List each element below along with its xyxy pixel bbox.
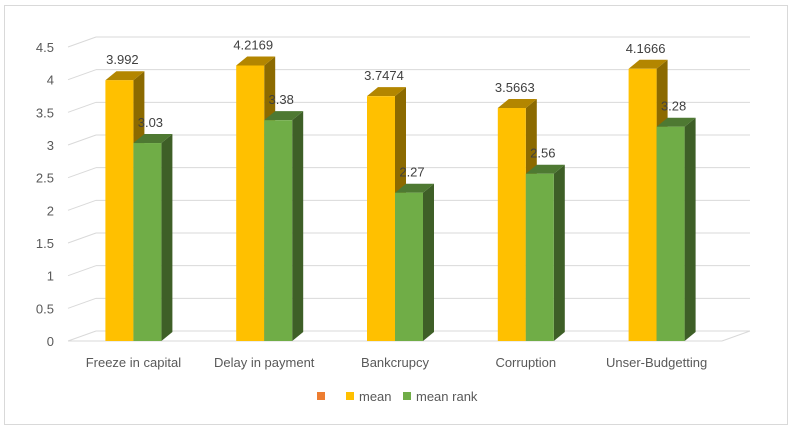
bar: [133, 134, 173, 341]
legend-swatch: [317, 392, 325, 400]
floor-edge: [721, 330, 751, 342]
y-tick-label: 4: [47, 73, 54, 88]
data-label: 3.992: [106, 52, 139, 67]
gridline-slant: [67, 69, 97, 81]
bar-top: [367, 87, 406, 97]
bar-top: [236, 56, 276, 66]
data-labels: 3.992 3.03 4.2169 3.38 3.7474 2.27 3.5663 2.56 4…: [106, 37, 686, 179]
bar-front: [236, 65, 265, 342]
legend-swatch: [403, 392, 411, 400]
y-tick-label: 2.5: [36, 171, 54, 186]
gridline-slant: [67, 199, 97, 211]
bar-top: [264, 111, 304, 121]
bar-top: [497, 99, 537, 109]
bar-front: [525, 173, 554, 341]
bar: [264, 111, 304, 341]
bar-top: [105, 71, 145, 81]
bar-side: [423, 183, 434, 341]
data-label: 3.7474: [364, 68, 404, 83]
bars: [105, 56, 696, 342]
legend-label: mean: [359, 389, 392, 404]
x-tick-label: Freeze in capital: [86, 355, 181, 370]
bar-front: [656, 126, 685, 341]
y-tick-label: 1: [47, 269, 54, 284]
gridline-slant: [67, 167, 97, 179]
legend: mean mean rank: [317, 389, 478, 404]
data-label: 3.03: [138, 115, 163, 130]
bar-front: [628, 68, 657, 341]
gridline-slant: [67, 232, 97, 244]
gridline-slant: [67, 36, 97, 48]
bar-top: [395, 183, 434, 193]
data-label: 3.28: [661, 99, 686, 114]
bar: [395, 183, 434, 341]
bar: [525, 164, 565, 341]
gridline-slant: [67, 330, 97, 342]
bar-side: [553, 164, 565, 341]
y-tick-label: 3.5: [36, 105, 54, 120]
gridline-slant: [67, 297, 97, 309]
bar-front: [367, 96, 395, 342]
bar-front: [497, 108, 526, 341]
x-tick-label: Bankcrupcy: [361, 355, 429, 370]
data-label: 2.27: [399, 165, 424, 180]
bar-side: [292, 111, 304, 341]
y-tick-label: 3: [47, 138, 54, 153]
bar-front: [133, 143, 162, 341]
bar-top: [133, 134, 173, 144]
x-tick-label: Delay in payment: [214, 355, 315, 370]
y-tick-label: 0.5: [36, 301, 54, 316]
data-label: 3.38: [269, 92, 294, 107]
gridline-slant: [67, 134, 97, 146]
bar-front: [395, 192, 423, 341]
bar-front: [105, 80, 134, 341]
x-tick-label: Corruption: [495, 355, 556, 370]
gridline-slant: [67, 265, 97, 277]
legend-label: mean rank: [416, 389, 478, 404]
y-tick-label: 4.5: [36, 40, 54, 55]
gridline-slant: [67, 101, 97, 113]
bar-front: [264, 120, 293, 341]
x-tick-label: Unser-Budgetting: [606, 355, 707, 370]
data-label: 3.5663: [495, 80, 535, 95]
data-label: 4.2169: [233, 37, 273, 52]
data-label: 4.1666: [626, 41, 666, 56]
y-tick-label: 2: [47, 203, 54, 218]
data-label: 2.56: [530, 146, 555, 161]
bar-side: [684, 117, 696, 341]
bar-side: [161, 134, 173, 341]
y-tick-label: 0: [47, 334, 54, 349]
bar-top: [525, 164, 565, 174]
bar-top: [656, 117, 696, 127]
bar: [656, 117, 696, 341]
y-tick-label: 1.5: [36, 236, 54, 251]
bar-top: [628, 59, 668, 69]
legend-swatch: [346, 392, 354, 400]
